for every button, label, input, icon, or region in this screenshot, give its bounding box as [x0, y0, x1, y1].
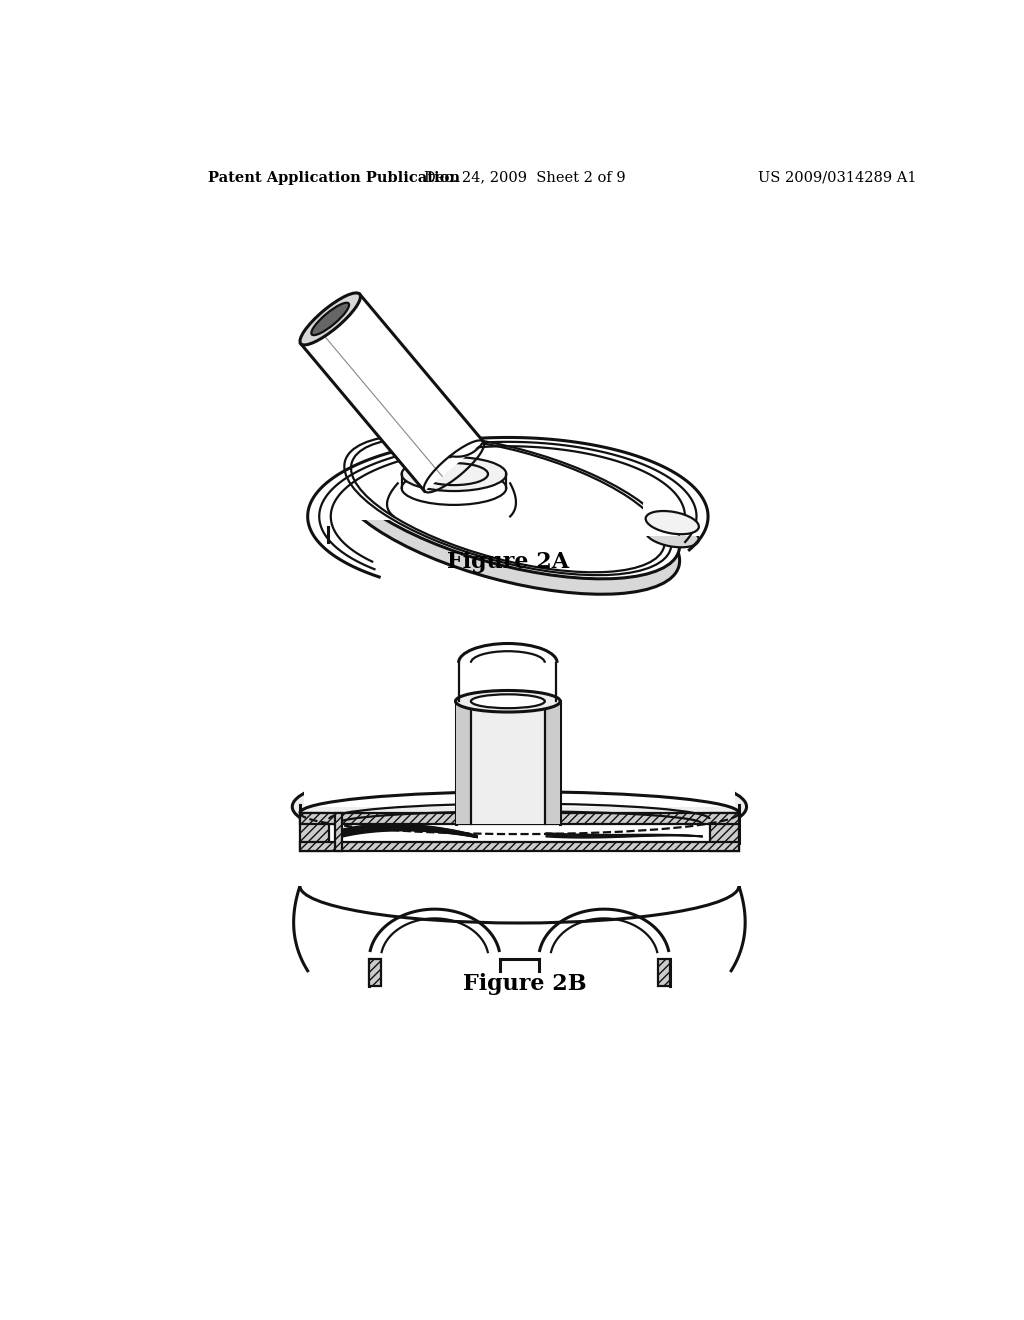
Ellipse shape — [401, 457, 506, 491]
Ellipse shape — [336, 430, 680, 579]
Bar — [335, 813, 342, 851]
Text: Figure 2A: Figure 2A — [446, 550, 569, 573]
Polygon shape — [643, 503, 705, 536]
Ellipse shape — [646, 511, 698, 535]
Ellipse shape — [456, 690, 560, 711]
Ellipse shape — [311, 302, 349, 335]
Ellipse shape — [292, 764, 746, 849]
Text: Dec. 24, 2009  Sheet 2 of 9: Dec. 24, 2009 Sheet 2 of 9 — [424, 170, 626, 185]
Bar — [300, 813, 739, 851]
Text: US 2009/0314289 A1: US 2009/0314289 A1 — [758, 170, 916, 185]
Polygon shape — [315, 400, 700, 520]
Bar — [300, 813, 739, 824]
Bar — [300, 813, 330, 851]
Bar — [545, 701, 560, 824]
Ellipse shape — [300, 293, 360, 345]
Ellipse shape — [471, 694, 545, 708]
Polygon shape — [301, 294, 483, 491]
Bar — [710, 813, 739, 851]
Polygon shape — [304, 760, 735, 807]
Ellipse shape — [646, 524, 698, 548]
Polygon shape — [296, 845, 742, 886]
Text: Figure 2B: Figure 2B — [463, 973, 587, 995]
Bar — [300, 842, 739, 851]
Ellipse shape — [300, 849, 739, 923]
Ellipse shape — [336, 446, 680, 594]
Bar — [370, 960, 381, 986]
Text: Patent Application Publication: Patent Application Publication — [208, 170, 460, 185]
Bar — [456, 701, 560, 824]
Bar — [456, 701, 471, 824]
Bar — [658, 960, 670, 986]
